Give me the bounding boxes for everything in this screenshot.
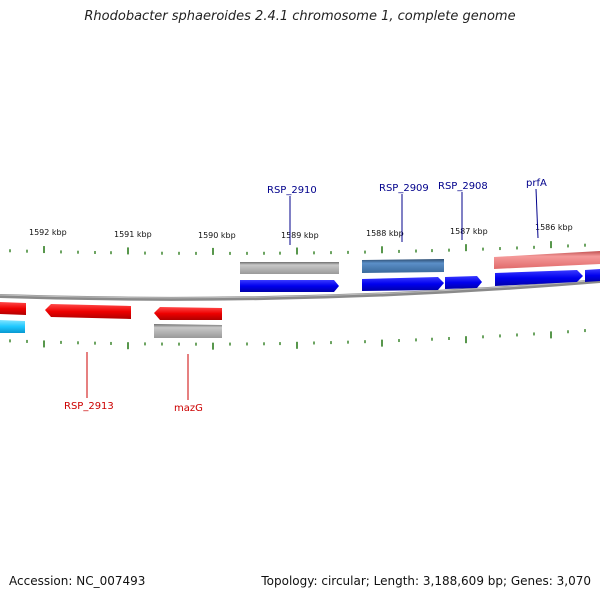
feature-block[interactable] [154, 324, 222, 338]
cds-arrow[interactable] [445, 276, 482, 289]
tick-label: 1591 kbp [114, 230, 152, 239]
gene-label[interactable]: RSP_2909 [379, 183, 429, 194]
gene-label[interactable]: prfA [526, 178, 547, 189]
gene-labels-bottom: RSP_2913 mazG [64, 352, 203, 414]
tick-label: 1587 kbp [450, 227, 488, 236]
feature-block[interactable] [0, 320, 25, 333]
cds-arrow[interactable] [240, 280, 339, 292]
gene-label[interactable]: RSP_2908 [438, 181, 488, 192]
tick-marks-top [9, 241, 586, 255]
tick-label: 1592 kbp [29, 228, 67, 237]
cds-arrow[interactable] [154, 307, 222, 320]
genome-summary-text: Topology: circular; Length: 3,188,609 bp… [261, 574, 591, 588]
gene-label[interactable]: RSP_2910 [267, 185, 317, 196]
map-title: Rhodobacter sphaeroides 2.4.1 chromosome… [84, 9, 516, 24]
tick-label: 1586 kbp [535, 223, 573, 232]
feature-block[interactable] [362, 259, 444, 273]
accession-text: Accession: NC_007493 [9, 574, 146, 588]
tick-labels: 1592 kbp 1591 kbp 1590 kbp 1589 kbp 1588… [29, 223, 573, 240]
feature-track-inner [0, 320, 222, 338]
forward-cds-track [240, 269, 600, 292]
cds-arrow[interactable] [585, 269, 600, 282]
tick-label: 1588 kbp [366, 229, 404, 238]
feature-block[interactable] [240, 262, 339, 274]
feature-block[interactable] [494, 251, 600, 269]
tick-marks-bottom [9, 329, 586, 350]
feature-track-outer [240, 251, 600, 274]
gene-label[interactable]: RSP_2913 [64, 401, 114, 412]
cds-arrow[interactable] [0, 302, 26, 315]
tick-label: 1589 kbp [281, 231, 319, 240]
chromosome-backbone [0, 279, 600, 301]
gene-labels-top: RSP_2910 RSP_2909 RSP_2908 prfA [267, 178, 547, 245]
tick-label: 1590 kbp [198, 231, 236, 240]
cds-arrow[interactable] [495, 270, 583, 286]
gene-label[interactable]: mazG [174, 403, 203, 414]
reverse-cds-track [0, 302, 222, 320]
cds-arrow[interactable] [362, 277, 444, 291]
cds-arrow[interactable] [45, 304, 131, 319]
